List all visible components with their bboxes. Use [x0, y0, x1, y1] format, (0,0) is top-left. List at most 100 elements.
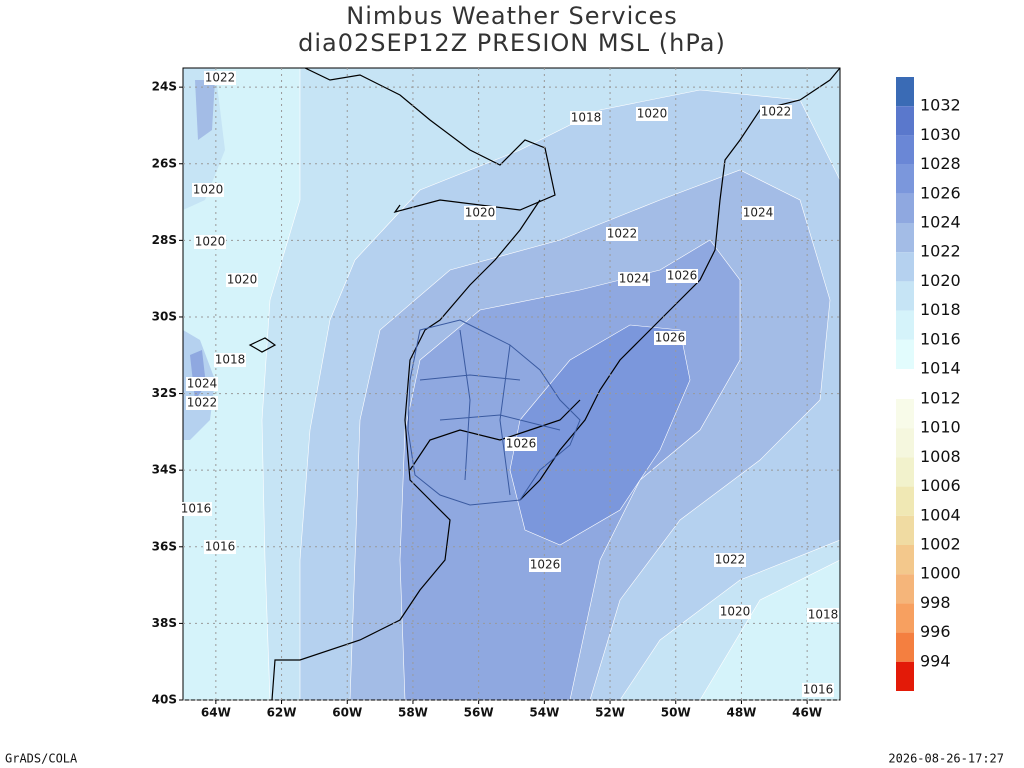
- contour-label-bg: [654, 331, 686, 345]
- contour-label: 1022: [187, 396, 218, 410]
- y-tick-label: 28S: [152, 233, 177, 247]
- footer-right: 2026-08-26-17:27: [888, 752, 1004, 766]
- contour-label: 1020: [195, 235, 226, 249]
- colorbar-label: 998: [920, 593, 951, 612]
- x-tick-label: 60W: [332, 706, 362, 720]
- colorbar-label: 1004: [920, 505, 961, 524]
- x-tick-label: 52W: [595, 706, 625, 720]
- x-tick-label: 62W: [267, 706, 297, 720]
- colorbar-box: [896, 77, 914, 107]
- colorbar-label: 1008: [920, 447, 961, 466]
- contour-label-bg: [714, 553, 746, 567]
- x-tick-label: 46W: [792, 706, 822, 720]
- contour-label: 1022: [761, 105, 792, 119]
- colorbar-label: 1024: [920, 213, 961, 232]
- contour-label: 1024: [619, 272, 650, 286]
- colorbar-box: [896, 399, 914, 429]
- contour-label-bg: [180, 502, 212, 516]
- contour-label-bg: [666, 269, 698, 283]
- contour-label-bg: [606, 227, 638, 241]
- colorbar-label: 1002: [920, 535, 961, 554]
- x-tick-label: 54W: [529, 706, 559, 720]
- contour-label: 1022: [715, 553, 746, 567]
- contour-label: 1020: [720, 605, 751, 619]
- colorbar-box: [896, 428, 914, 458]
- contour-label: 1026: [530, 558, 561, 572]
- contour-label-bg: [760, 105, 792, 119]
- x-tick-label: 58W: [398, 706, 428, 720]
- contour-label: 1016: [803, 683, 834, 697]
- state-borders: [407, 319, 581, 506]
- contour-label-bg: [807, 608, 839, 622]
- colorbar-box: [896, 574, 914, 604]
- contour-label: 1016: [205, 540, 236, 554]
- colorbar-box: [896, 457, 914, 487]
- colorbar-label: 1006: [920, 476, 961, 495]
- contour-label-bg: [505, 437, 537, 451]
- y-tick-label: 24S: [152, 80, 177, 94]
- contour-label: 1026: [667, 269, 698, 283]
- x-tick-label: 48W: [726, 706, 756, 720]
- colorbar-box: [896, 486, 914, 516]
- colorbar-box: [896, 281, 914, 311]
- x-tick-label: 50W: [661, 706, 691, 720]
- colorbar-label: 1030: [920, 125, 961, 144]
- contour-label-bg: [204, 71, 236, 85]
- y-tick-label: 38S: [152, 616, 177, 630]
- y-tick-label: 36S: [152, 539, 177, 553]
- contour-label: 1020: [227, 273, 258, 287]
- colorbar-box: [896, 515, 914, 545]
- colorbar-box: [896, 164, 914, 194]
- contour-label-bg: [636, 107, 668, 121]
- contour-label: 1020: [465, 206, 496, 220]
- colorbar-box: [896, 106, 914, 136]
- colorbar-box: [896, 632, 914, 662]
- contour-label-bg: [204, 540, 236, 554]
- subtitle: dia02SEP12Z PRESION MSL (hPa): [298, 29, 726, 57]
- y-tick-label: 34S: [152, 463, 177, 477]
- contour-label-bg: [186, 396, 218, 410]
- colorbar-label: 1000: [920, 564, 961, 583]
- colorbar-label: 1032: [920, 96, 961, 115]
- colorbar-label: 1012: [920, 389, 961, 408]
- contour-label-bg: [464, 206, 496, 220]
- contour-label: 1024: [743, 206, 774, 220]
- contour-label-bg: [570, 111, 602, 125]
- colorbar-label: 996: [920, 622, 951, 641]
- pressure-field: [183, 68, 840, 700]
- colorbar-box: [896, 193, 914, 223]
- contour-label-bg: [529, 558, 561, 572]
- y-tick-label: 32S: [152, 386, 177, 400]
- contour-label: 1020: [193, 183, 224, 197]
- colorbar-label: 1014: [920, 359, 961, 378]
- contour-label-bg: [802, 683, 834, 697]
- colorbar-label: 1018: [920, 300, 961, 319]
- contour-label-bg: [226, 273, 258, 287]
- contour-label: 1018: [571, 111, 602, 125]
- contour-label: 1026: [506, 437, 537, 451]
- contour-label: 1022: [205, 71, 236, 85]
- colorbar-label: 994: [920, 651, 951, 670]
- contour-label-bg: [742, 206, 774, 220]
- title: Nimbus Weather Services: [346, 2, 677, 30]
- contour-label-bg: [618, 272, 650, 286]
- contour-label: 1018: [215, 353, 246, 367]
- y-tick-label: 30S: [152, 309, 177, 323]
- colorbar-box: [896, 223, 914, 253]
- contour-label-bg: [194, 235, 226, 249]
- contour-label: 1020: [637, 107, 668, 121]
- map-frame: [182, 67, 841, 701]
- contour-label-bg: [186, 377, 218, 391]
- x-tick-label: 56W: [464, 706, 494, 720]
- colorbar-box: [896, 661, 914, 691]
- contour-label-bg: [192, 183, 224, 197]
- colorbar-box: [896, 603, 914, 633]
- contour-label: 1016: [181, 502, 212, 516]
- colorbar-box: [896, 310, 914, 340]
- colorbar-label: 1028: [920, 154, 961, 173]
- colorbar-box: [896, 339, 914, 369]
- colorbar-label: 1026: [920, 183, 961, 202]
- footer-left: GrADS/COLA: [5, 752, 78, 766]
